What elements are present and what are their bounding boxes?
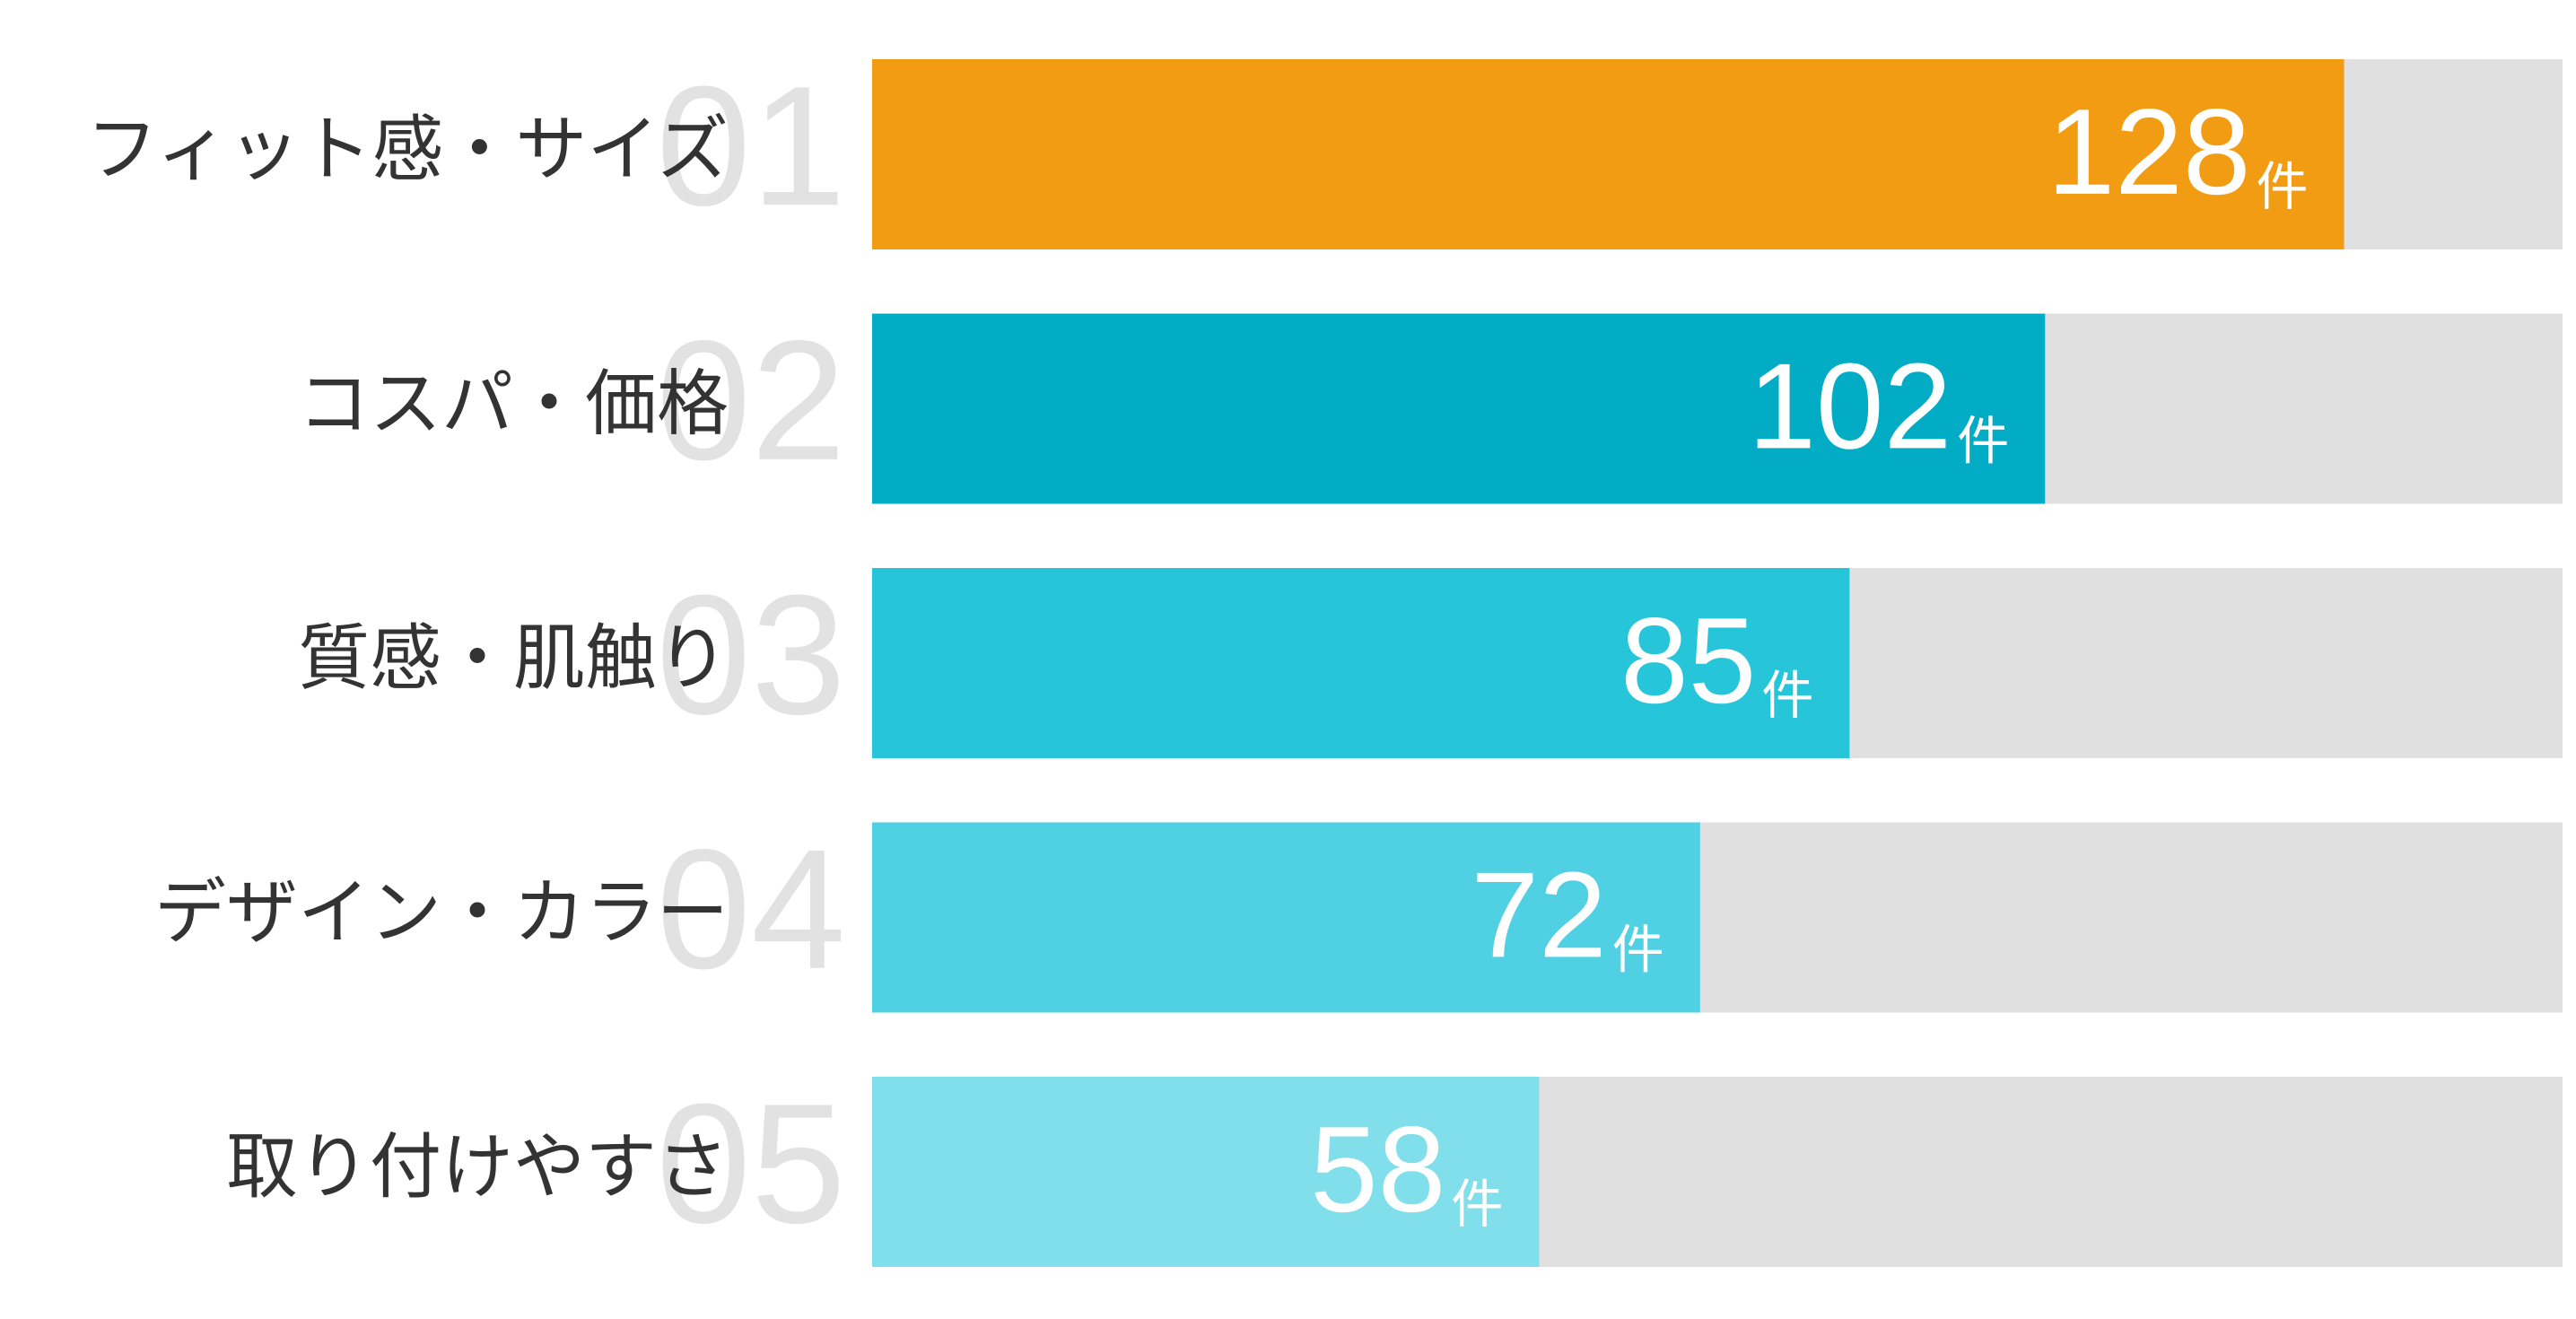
bar [872,568,1850,758]
value-unit: 件 [1957,411,2009,472]
value-unit: 件 [2256,156,2308,217]
value-unit: 件 [1761,665,1813,726]
value-label: 102 [1748,337,1952,474]
bar [872,822,1700,1013]
category-label: 取り付けやすさ [226,1125,729,1209]
value-label: 128 [2048,83,2251,220]
rank-number: 02 [656,306,845,496]
bar [872,1077,1540,1267]
value-unit: 件 [1451,1174,1503,1235]
category-label: デザイン・カラー [154,870,729,954]
value-label: 85 [1620,592,1756,729]
rank-number: 01 [656,51,845,241]
bar [872,313,2046,504]
category-label: コスパ・価格 [298,362,729,445]
value-unit: 件 [1612,920,1664,981]
bar [872,59,2345,249]
value-label: 72 [1471,846,1606,983]
rank-number: 04 [656,815,845,1005]
value-label: 58 [1310,1101,1445,1237]
rank-number: 05 [656,1069,845,1259]
category-label: フィット感・サイズ [86,108,729,191]
rank-number: 03 [656,560,845,750]
category-label: 質感・肌触り [298,616,729,700]
